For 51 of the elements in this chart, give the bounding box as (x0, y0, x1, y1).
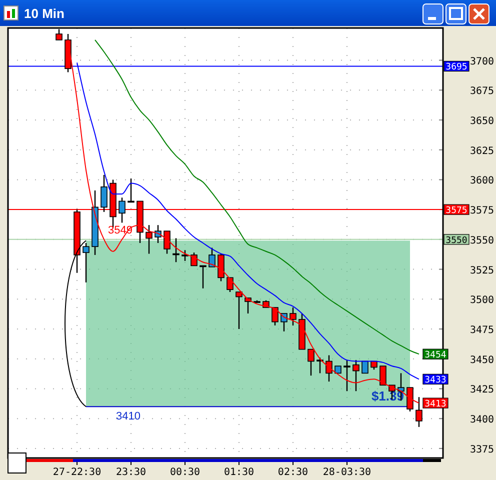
chart-title: 10 Min (24, 6, 65, 21)
y-tick-label: 3525 (470, 265, 494, 276)
candlestick (308, 348, 314, 376)
candlestick (164, 230, 170, 254)
candlestick (172, 238, 180, 263)
x-tick-label: 02:30 (278, 467, 308, 478)
candlestick (290, 306, 296, 326)
x-tick-label: 00:30 (170, 467, 200, 478)
candlestick (118, 197, 126, 224)
y-tick-label: 3500 (470, 295, 494, 306)
candlestick (316, 357, 324, 374)
y-tick-label: 3400 (470, 414, 494, 426)
candlestick (146, 224, 152, 254)
candlestick (226, 277, 234, 293)
candlestick (82, 242, 90, 284)
candlestick (236, 291, 242, 330)
candlestick (200, 265, 206, 289)
annotation: 3410 (116, 410, 141, 423)
y-tick-label: 3475 (470, 325, 494, 336)
y-tick-label: 3550 (470, 235, 494, 246)
y-tick-label: 3425 (470, 384, 494, 396)
y-tick-label: 3450 (470, 354, 494, 366)
candlestick (208, 247, 216, 268)
line-series (94, 39, 420, 355)
ref-line-label: 3575 (446, 206, 468, 216)
x-tick-label: 01:30 (224, 467, 254, 478)
candlestick (344, 359, 350, 392)
candlestick (272, 306, 278, 326)
candlestick (182, 250, 188, 262)
data-label: 3433 (424, 376, 446, 386)
ref-line-label: 3695 (446, 62, 468, 73)
x-tick-label: 27-22:30 (52, 467, 102, 478)
y-tick-label: 3625 (470, 146, 494, 157)
candlestick (190, 252, 198, 266)
y-tick-label: 3650 (470, 116, 494, 127)
candlestick (218, 253, 224, 282)
y-tick-label: 3575 (470, 206, 494, 217)
x-tick-label: 23:30 (116, 467, 146, 478)
candlestick (326, 354, 332, 382)
y-tick-label: 3375 (470, 444, 494, 456)
candlestick (352, 359, 360, 392)
data-label: 3454 (424, 350, 446, 361)
candlestick (380, 366, 386, 386)
data-label: 3413 (424, 400, 446, 410)
x-tick-label: 28-03:30 (322, 467, 372, 478)
y-tick-label: 3600 (470, 176, 494, 187)
ref-line-label: 3550 (446, 236, 468, 246)
y-tick-label: 3700 (470, 56, 494, 68)
y-tick-label: 3675 (470, 86, 494, 98)
candlestick (100, 174, 108, 213)
candlestick (128, 178, 134, 203)
